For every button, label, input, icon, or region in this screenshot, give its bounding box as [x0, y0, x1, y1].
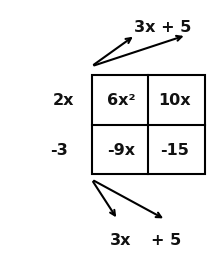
Text: 3x + 5: 3x + 5 [134, 20, 191, 35]
Bar [92, 75, 205, 174]
Text: -3: -3 [50, 143, 68, 158]
Text: 6x²: 6x² [107, 93, 135, 108]
Text: 3x: 3x [110, 233, 132, 248]
Text: -15: -15 [160, 143, 189, 158]
Text: + 5: + 5 [151, 233, 181, 248]
Text: 2x: 2x [53, 93, 74, 108]
Text: -9x: -9x [107, 143, 135, 158]
Text: 10x: 10x [158, 93, 191, 108]
